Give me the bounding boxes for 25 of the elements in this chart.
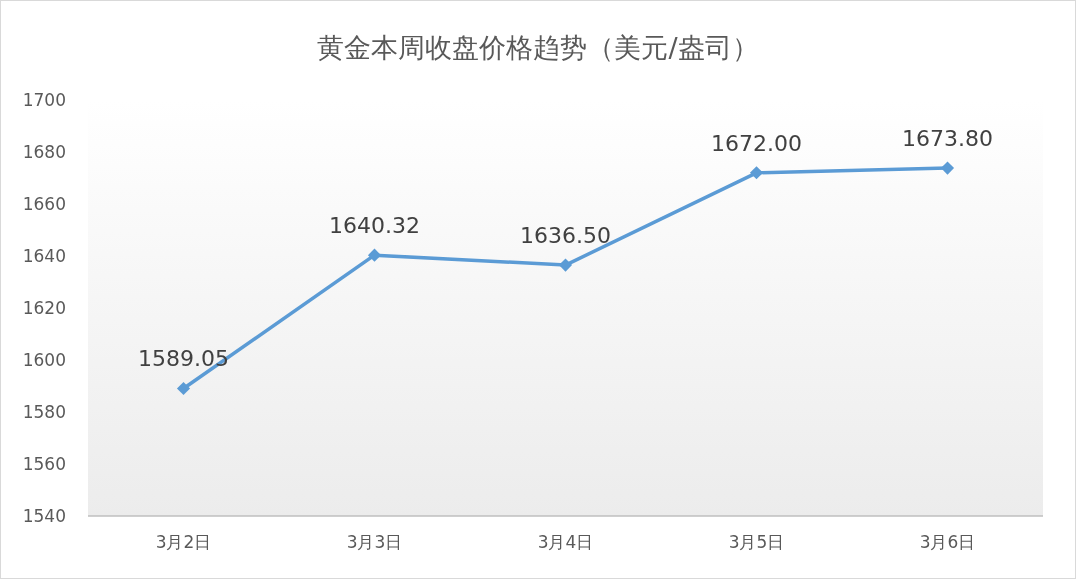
y-tick-label: 1560 [22, 453, 66, 474]
y-tick-label: 1640 [22, 245, 66, 266]
x-tick-label: 3月3日 [346, 532, 403, 552]
data-label: 1640.32 [329, 213, 420, 239]
y-tick-label: 1680 [22, 141, 66, 162]
x-tick-label: 3月6日 [919, 532, 976, 552]
data-label: 1636.50 [520, 223, 611, 249]
chart-title: 黄金本周收盘价格趋势（美元/盎司） [317, 32, 759, 63]
point [558, 258, 573, 272]
point [749, 166, 764, 180]
y-tick-label: 1540 [22, 505, 66, 526]
y-tick-label: 1600 [22, 349, 66, 370]
y-tick-label: 1620 [22, 297, 66, 318]
data-label: 1673.80 [902, 126, 993, 152]
x-tick-label: 3月5日 [728, 532, 785, 552]
y-tick-label: 1660 [22, 193, 66, 214]
x-tick-label: 3月2日 [155, 532, 212, 552]
y-tick-label: 1700 [22, 89, 66, 110]
data-label: 1589.05 [138, 346, 229, 372]
x-tick-label: 3月4日 [537, 532, 594, 552]
point [940, 161, 955, 175]
y-tick-label: 1580 [22, 401, 66, 422]
data-label: 1672.00 [711, 130, 802, 156]
point [367, 248, 382, 262]
point [176, 381, 191, 396]
